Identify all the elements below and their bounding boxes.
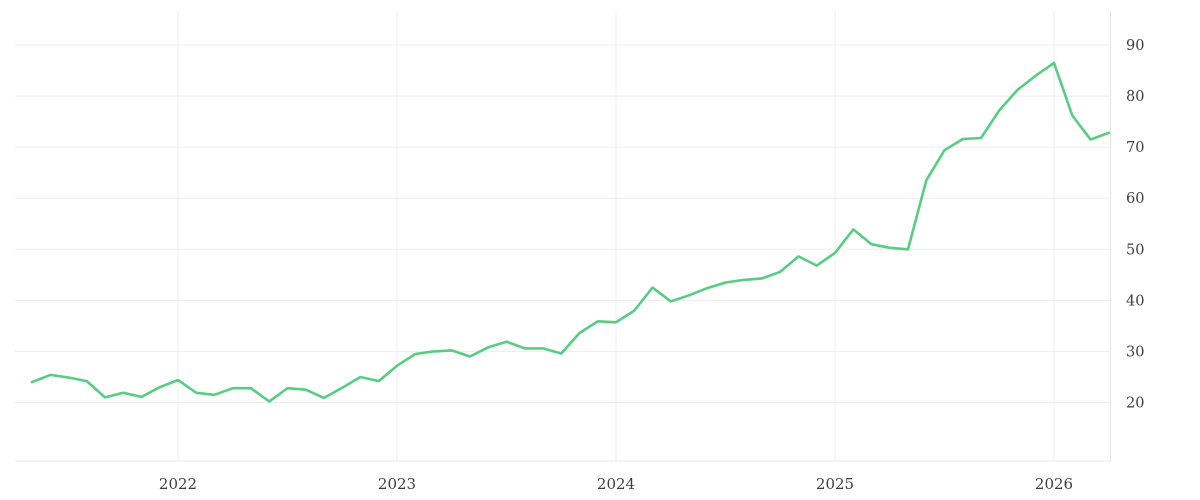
- y-axis-tick-label: 60: [1126, 191, 1144, 207]
- series-line: [30, 61, 1111, 403]
- y-axis-tick-label: 40: [1126, 293, 1144, 309]
- y-axis-tick-label: 50: [1126, 242, 1144, 258]
- y-axis-tick-label: 20: [1126, 396, 1144, 412]
- x-axis-tick-label: 2025: [816, 475, 854, 493]
- x-axis-tick-label: 2023: [378, 475, 416, 493]
- x-axis-tick-label: 2022: [159, 475, 197, 493]
- y-axis-tick-label: 90: [1126, 38, 1144, 54]
- x-axis-tick-label: 2024: [597, 475, 635, 493]
- x-axis-tick-label: 2026: [1035, 475, 1073, 493]
- y-axis-tick-label: 70: [1126, 140, 1144, 156]
- y-axis-tick-label: 80: [1126, 89, 1144, 105]
- y-axis-tick-label: 30: [1126, 344, 1144, 360]
